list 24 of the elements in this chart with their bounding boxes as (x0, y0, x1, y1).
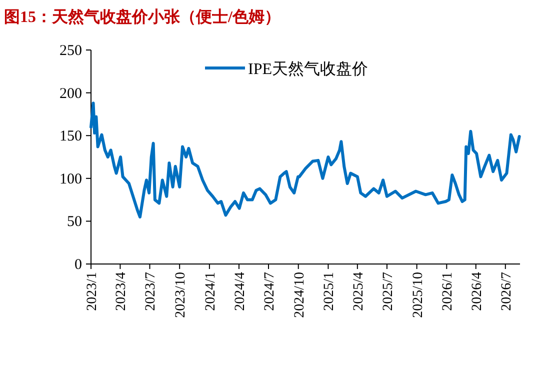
x-tick-label: 2023/10 (174, 272, 189, 318)
y-tick-label: 250 (60, 43, 82, 59)
x-tick-label: 2023/1 (85, 272, 100, 311)
x-tick-label: 2026/1 (440, 272, 456, 311)
line-series (90, 102, 521, 218)
x-tick-label: 2024/1 (203, 272, 218, 311)
chart-title: 图15：天然气收盘价小张（便士/色姆） (4, 8, 280, 26)
x-tick-label: 2026/7 (499, 272, 514, 311)
x-tick-label: 2023/4 (114, 272, 130, 311)
y-tick-label: 50 (67, 214, 82, 230)
y-tick-label: 100 (60, 171, 82, 188)
y-tick-label: 150 (60, 128, 82, 145)
x-tick-label: 2025/1 (322, 272, 338, 311)
x-tick-label: 2025/10 (410, 272, 426, 318)
x-tick-label: 2025/4 (351, 272, 366, 311)
legend-label: IPE天然气收盘价 (248, 61, 368, 78)
x-tick-label: 2024/4 (232, 272, 248, 311)
y-tick-label: 0 (74, 257, 82, 273)
x-tick-label: 2023/7 (144, 272, 159, 311)
x-tick-label: 2025/7 (380, 272, 396, 311)
y-tick-label: 200 (60, 86, 82, 102)
x-tick-label: 2024/7 (262, 272, 278, 311)
x-tick-label: 2026/4 (470, 272, 485, 311)
x-tick-label: 2024/10 (292, 272, 308, 318)
